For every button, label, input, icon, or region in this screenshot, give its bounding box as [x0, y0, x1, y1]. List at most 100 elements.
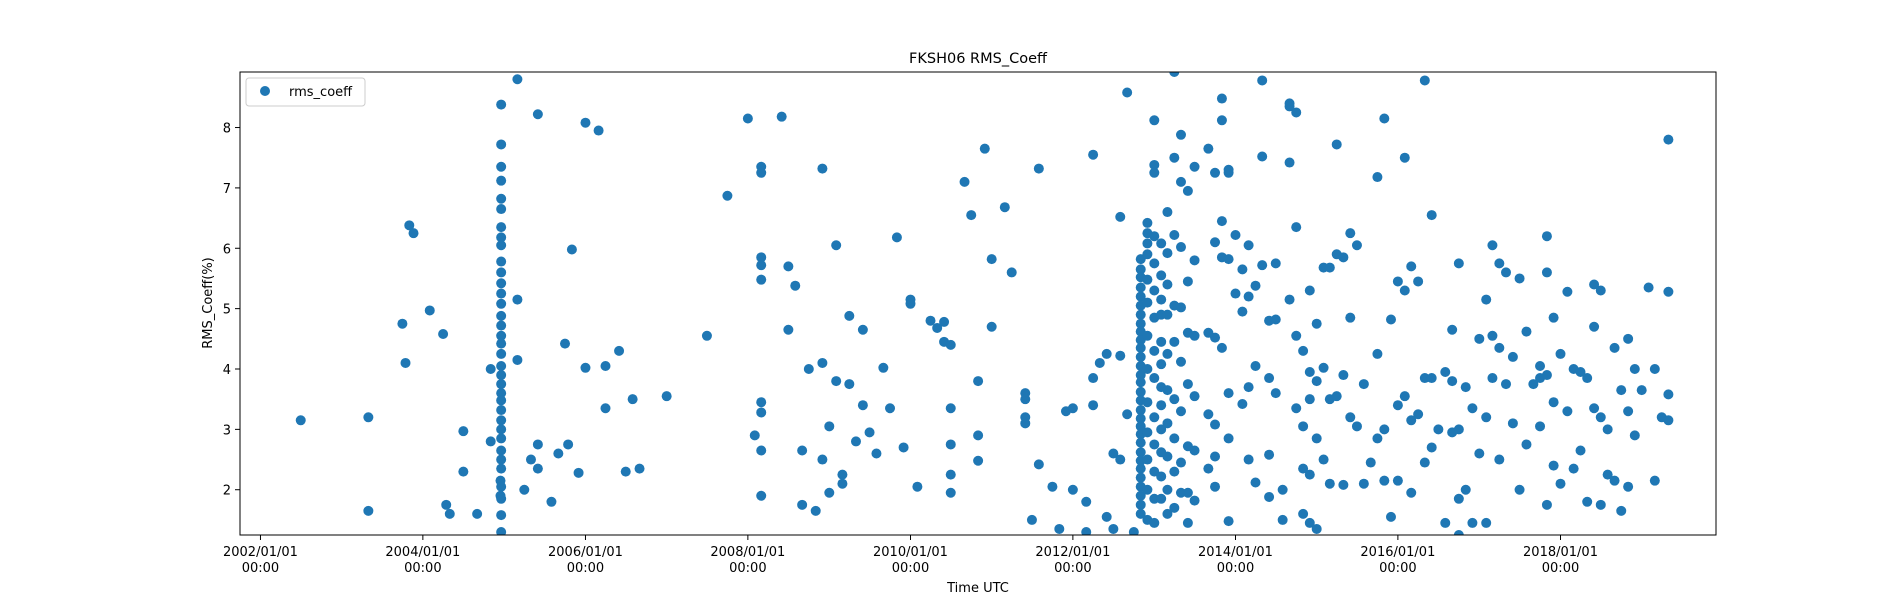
data-point: [1460, 484, 1471, 495]
data-point: [1324, 478, 1335, 489]
data-point: [1169, 466, 1180, 477]
data-point: [1481, 517, 1492, 528]
data-point: [1135, 463, 1146, 474]
data-point: [1298, 345, 1309, 356]
data-point: [1142, 363, 1153, 374]
data-point: [496, 445, 507, 456]
data-point: [1304, 517, 1315, 528]
data-point: [837, 469, 848, 480]
data-point: [496, 240, 507, 251]
data-point: [1555, 478, 1566, 489]
data-point: [1623, 481, 1634, 492]
data-point: [756, 167, 767, 178]
data-point: [496, 379, 507, 390]
data-point: [496, 424, 507, 435]
data-point: [1440, 367, 1451, 378]
data-point: [1663, 134, 1674, 145]
data-point: [1264, 491, 1275, 502]
data-point: [1135, 318, 1146, 329]
data-point: [1162, 385, 1173, 396]
data-point: [496, 330, 507, 341]
data-point: [1541, 231, 1552, 242]
data-point: [1379, 424, 1390, 435]
data-point: [496, 222, 507, 233]
data-point: [803, 363, 814, 374]
data-point: [1210, 451, 1221, 462]
data-point: [1135, 351, 1146, 362]
data-point: [1216, 93, 1227, 104]
data-point: [885, 403, 896, 414]
data-point: [864, 427, 875, 438]
data-point: [1372, 172, 1383, 183]
data-point: [1257, 151, 1268, 162]
data-point: [1555, 348, 1566, 359]
data-point: [1481, 294, 1492, 305]
data-point: [1595, 412, 1606, 423]
data-point: [1169, 229, 1180, 240]
data-point: [1406, 261, 1417, 272]
x-tick-label-date: 2006/01/01: [548, 545, 623, 560]
data-point: [496, 395, 507, 406]
data-point: [363, 505, 374, 516]
data-point: [1216, 216, 1227, 227]
data-point: [1162, 418, 1173, 429]
data-point: [634, 463, 645, 474]
data-point: [844, 310, 855, 321]
data-point: [1467, 517, 1478, 528]
data-point: [1149, 439, 1160, 450]
data-point: [1210, 481, 1221, 492]
data-point: [1135, 405, 1146, 416]
data-point: [1257, 75, 1268, 86]
data-point: [878, 362, 889, 373]
data-point: [1182, 276, 1193, 287]
data-point: [1589, 279, 1600, 290]
data-point: [824, 421, 835, 432]
y-tick-label: 7: [223, 182, 231, 197]
x-tick-label-date: 2018/01/01: [1523, 545, 1598, 560]
data-point: [1358, 478, 1369, 489]
data-point: [1257, 260, 1268, 271]
data-point: [1223, 164, 1234, 175]
data-point: [1135, 386, 1146, 397]
data-point: [1568, 463, 1579, 474]
data-point: [1460, 382, 1471, 393]
data-point: [1169, 72, 1180, 77]
data-point: [1426, 442, 1437, 453]
data-point: [1149, 167, 1160, 178]
data-point: [1223, 433, 1234, 444]
data-point: [1548, 460, 1559, 471]
data-point: [1487, 330, 1498, 341]
data-point: [1162, 484, 1173, 495]
data-point: [519, 484, 530, 495]
data-point: [1304, 285, 1315, 296]
data-point: [776, 111, 787, 122]
data-point: [593, 125, 604, 136]
data-point: [496, 256, 507, 267]
y-tick-label: 3: [223, 423, 231, 438]
data-point: [1088, 149, 1099, 160]
data-point: [756, 274, 767, 285]
data-points: [295, 72, 1674, 535]
data-point: [1210, 237, 1221, 248]
data-point: [1575, 367, 1586, 378]
x-tick-label-time: 00:00: [1054, 561, 1091, 576]
legend-box: [245, 77, 366, 107]
data-point: [1175, 242, 1186, 253]
data-point: [1541, 370, 1552, 381]
data-point: [525, 454, 536, 465]
data-point: [1149, 345, 1160, 356]
data-point: [1623, 333, 1634, 344]
data-point: [1379, 113, 1390, 124]
x-tick-label-date: 2010/01/01: [873, 545, 948, 560]
data-point: [1311, 376, 1322, 387]
data-point: [1135, 309, 1146, 320]
data-point: [1589, 321, 1600, 332]
data-point: [1291, 330, 1302, 341]
data-point: [1338, 252, 1349, 263]
data-point: [1142, 397, 1153, 408]
data-point: [1406, 487, 1417, 498]
data-point: [1175, 176, 1186, 187]
data-point: [1609, 342, 1620, 353]
data-point: [797, 499, 808, 510]
data-point: [496, 232, 507, 243]
